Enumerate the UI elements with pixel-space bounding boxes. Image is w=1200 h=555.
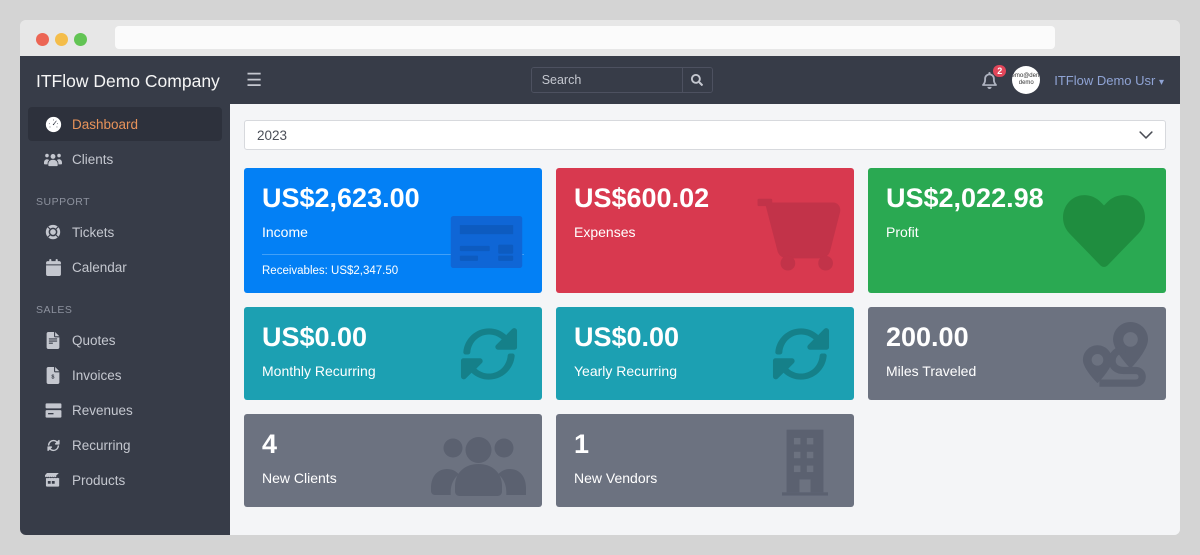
svg-text:$: $ bbox=[51, 374, 54, 380]
